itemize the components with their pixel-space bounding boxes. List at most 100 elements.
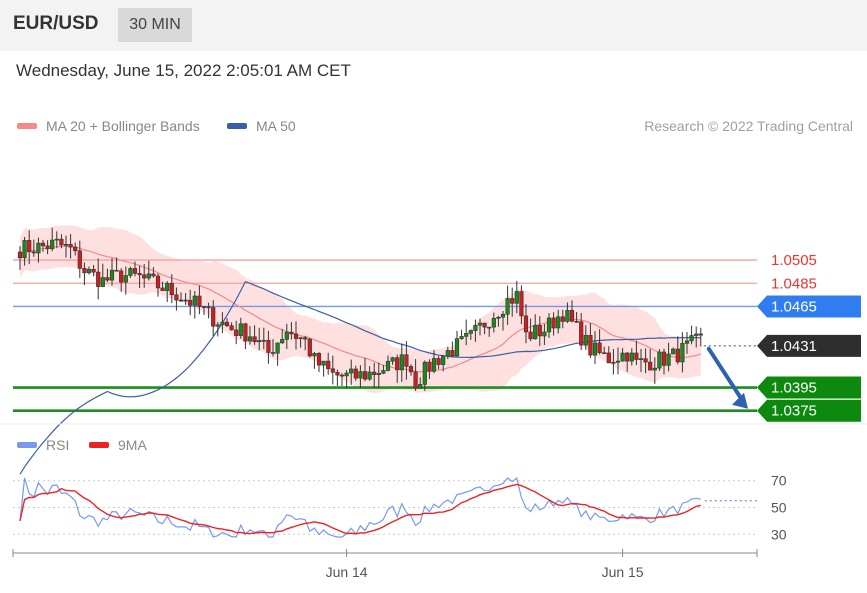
candle-body xyxy=(643,358,648,363)
candle-body xyxy=(588,335,593,356)
candle-body xyxy=(376,373,381,375)
candle-body xyxy=(418,384,423,389)
candle xyxy=(211,300,216,336)
candle-body xyxy=(657,351,662,369)
candle-body xyxy=(211,307,216,327)
candle-body xyxy=(316,353,322,366)
candle xyxy=(17,246,23,270)
candle xyxy=(229,322,234,331)
candle-body xyxy=(155,275,161,289)
candle xyxy=(399,343,404,382)
candle-body xyxy=(96,271,101,287)
candle-body xyxy=(109,269,115,281)
candle xyxy=(321,360,326,377)
candle xyxy=(648,348,653,371)
candle xyxy=(367,366,372,381)
candle-body xyxy=(270,352,276,354)
candle-body xyxy=(427,361,432,372)
forecast-arrow-head xyxy=(732,392,748,409)
candle xyxy=(86,266,92,275)
candle-body xyxy=(399,354,404,371)
candle-body xyxy=(284,331,289,340)
candle xyxy=(312,351,317,369)
candle xyxy=(528,318,533,342)
candle-body xyxy=(441,355,446,365)
research-credit: Research © 2022 Trading Central xyxy=(644,118,853,134)
candle xyxy=(445,346,450,360)
candle-body xyxy=(183,299,188,302)
candle-body xyxy=(500,313,506,318)
candle xyxy=(234,320,239,345)
candle xyxy=(307,337,312,358)
candle xyxy=(454,330,460,357)
candle xyxy=(128,266,133,278)
candle xyxy=(224,318,230,328)
candle xyxy=(109,258,115,286)
candle xyxy=(220,312,225,334)
candle-body xyxy=(459,336,464,339)
candle xyxy=(505,285,510,325)
candle-body xyxy=(404,354,409,367)
candle-body xyxy=(160,287,165,291)
candle xyxy=(303,335,308,351)
candle xyxy=(464,319,469,346)
candle-body xyxy=(454,338,460,357)
candle xyxy=(542,323,547,345)
candle xyxy=(353,365,358,381)
candle xyxy=(569,300,575,323)
rsi-panel: 70 50 30 xyxy=(13,473,787,542)
candle xyxy=(54,231,59,249)
candle xyxy=(514,280,519,314)
candle xyxy=(280,328,285,344)
timeframe-button[interactable]: 30 MIN xyxy=(118,8,192,42)
candle xyxy=(151,267,156,278)
rsi-ma-line xyxy=(19,483,701,535)
candle xyxy=(441,354,446,372)
candle-body xyxy=(625,352,630,362)
candle xyxy=(289,322,294,340)
candle-body xyxy=(569,310,575,322)
candle-body xyxy=(252,336,257,343)
candle-body xyxy=(611,361,616,364)
candle xyxy=(666,342,671,372)
candle xyxy=(284,323,289,350)
candle-body xyxy=(27,240,32,253)
candle-body xyxy=(652,367,657,371)
legend-ma50-label: MA 50 xyxy=(256,118,296,134)
candle-body xyxy=(234,329,239,336)
candle xyxy=(602,346,607,355)
candle xyxy=(689,325,694,345)
candle-body xyxy=(385,360,391,371)
candle xyxy=(59,234,64,249)
rsi-tick-label: 30 xyxy=(771,526,787,542)
candle xyxy=(188,289,193,316)
candle-body xyxy=(142,274,147,279)
candle-body xyxy=(105,277,110,281)
candle-body xyxy=(546,317,552,333)
candle-body xyxy=(119,270,124,283)
candle-body xyxy=(266,339,271,353)
candle xyxy=(330,355,335,385)
candle xyxy=(215,322,220,337)
candle-body xyxy=(597,342,602,354)
legend-rsi-swatch xyxy=(17,442,37,448)
candle-body xyxy=(132,268,138,274)
candle-body xyxy=(146,273,151,279)
candle-body xyxy=(344,372,349,377)
candle-body xyxy=(353,368,358,379)
candle xyxy=(201,306,207,316)
candle-body xyxy=(289,331,294,335)
candle-body xyxy=(50,239,55,250)
candle-body xyxy=(169,283,174,296)
candle-body xyxy=(395,357,400,371)
legend-rsi-label: RSI xyxy=(46,437,69,453)
candle xyxy=(132,261,138,277)
candle-body xyxy=(450,350,455,357)
candle-body xyxy=(381,370,386,374)
candle-body xyxy=(192,295,197,306)
candle-body xyxy=(307,338,312,357)
candle-body xyxy=(123,275,128,283)
candle xyxy=(381,364,386,375)
pivot-label: 1.0465 xyxy=(771,298,817,315)
candle xyxy=(431,350,437,374)
